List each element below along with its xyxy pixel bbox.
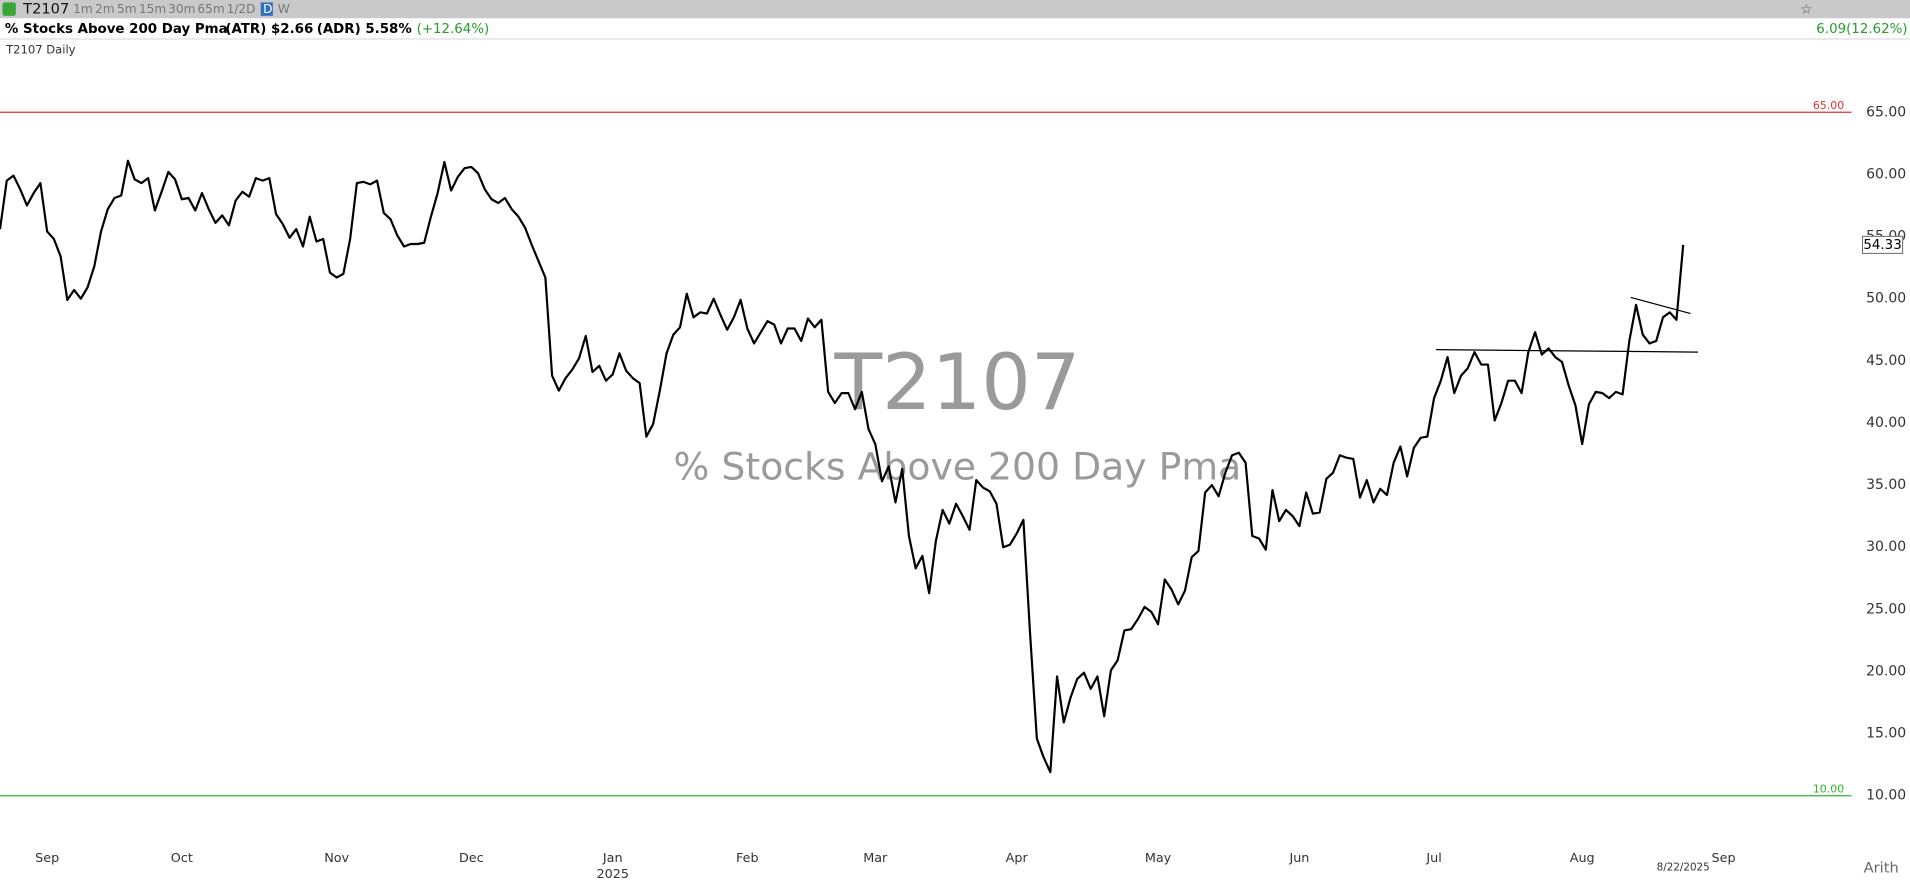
x-year-label: 2025 [596,867,629,882]
y-tick-label: 65.00 [1866,104,1906,120]
last-price-label: 54.33 [1863,238,1901,253]
x-tick-label: Aug [1570,851,1595,866]
scale-mode[interactable]: Arith [1864,859,1899,876]
y-tick-label: 50.00 [1866,291,1906,307]
x-tick-label: Mar [863,851,888,866]
x-tick-label: Sep [1712,851,1736,866]
y-tick-label: 45.00 [1866,353,1906,369]
indicator-name: % Stocks Above 200 Day Pma [5,22,228,37]
watermark-title: T2107 [833,338,1080,428]
timeframe-button[interactable]: W [278,2,290,16]
timeframe-active [260,2,273,16]
trendline [1630,296,1691,315]
symbol[interactable]: T2107 [22,1,69,18]
chart-label[interactable]: T2107 Daily [5,42,76,56]
timeframe-button[interactable]: 5m [117,2,137,16]
timeframe-button[interactable]: 65m [197,2,224,16]
price-line [0,159,1685,774]
timeframe-button[interactable]: 2m [95,2,115,16]
y-tick-label: 35.00 [1866,477,1906,493]
toolbar [0,0,1910,19]
timeframe-button[interactable]: 1/2D [227,2,256,16]
trendline [1436,349,1699,353]
last-date-label: 8/22/2025 [1657,861,1710,873]
x-tick-label: Feb [736,851,759,866]
x-tick-label: Sep [35,851,59,866]
y-tick-label: 10.00 [1866,788,1906,804]
right-change: 6.09(12.62%) [1816,22,1907,37]
y-tick-label: 30.00 [1866,539,1906,555]
timeframe-button[interactable]: 15m [139,2,166,16]
y-tick-label: 40.00 [1866,415,1906,431]
x-tick-label: May [1145,851,1172,866]
reference-label: 65.00 [1813,99,1844,112]
watermark-subtitle: % Stocks Above 200 Day Pma [674,444,1242,488]
y-tick-label: 25.00 [1866,601,1906,617]
change: (+12.64%) [417,22,490,37]
reference-label: 10.00 [1813,783,1844,796]
x-tick-label: Nov [324,851,349,866]
timeframe-button[interactable]: D [263,2,272,16]
x-tick-label: Dec [459,851,484,866]
last-price-box [1861,235,1904,254]
star-icon[interactable]: ☆ [1800,3,1812,18]
x-tick-label: Jun [1288,851,1309,866]
timeframe-button[interactable]: 30m [168,2,195,16]
y-tick-label: 60.00 [1866,166,1906,182]
atr: (ATR) $2.66 [225,22,313,37]
x-tick-label: Oct [171,851,193,866]
x-tick-label: Jul [1425,851,1441,866]
x-tick-label: Apr [1006,851,1029,866]
y-tick-label: 15.00 [1866,726,1906,742]
x-tick-label: Jan [602,851,623,866]
adr: (ADR) 5.58% [317,22,412,37]
timeframe-button[interactable]: 1m [73,2,93,16]
y-tick-label: 20.00 [1866,663,1906,679]
add-button[interactable] [2,2,16,16]
